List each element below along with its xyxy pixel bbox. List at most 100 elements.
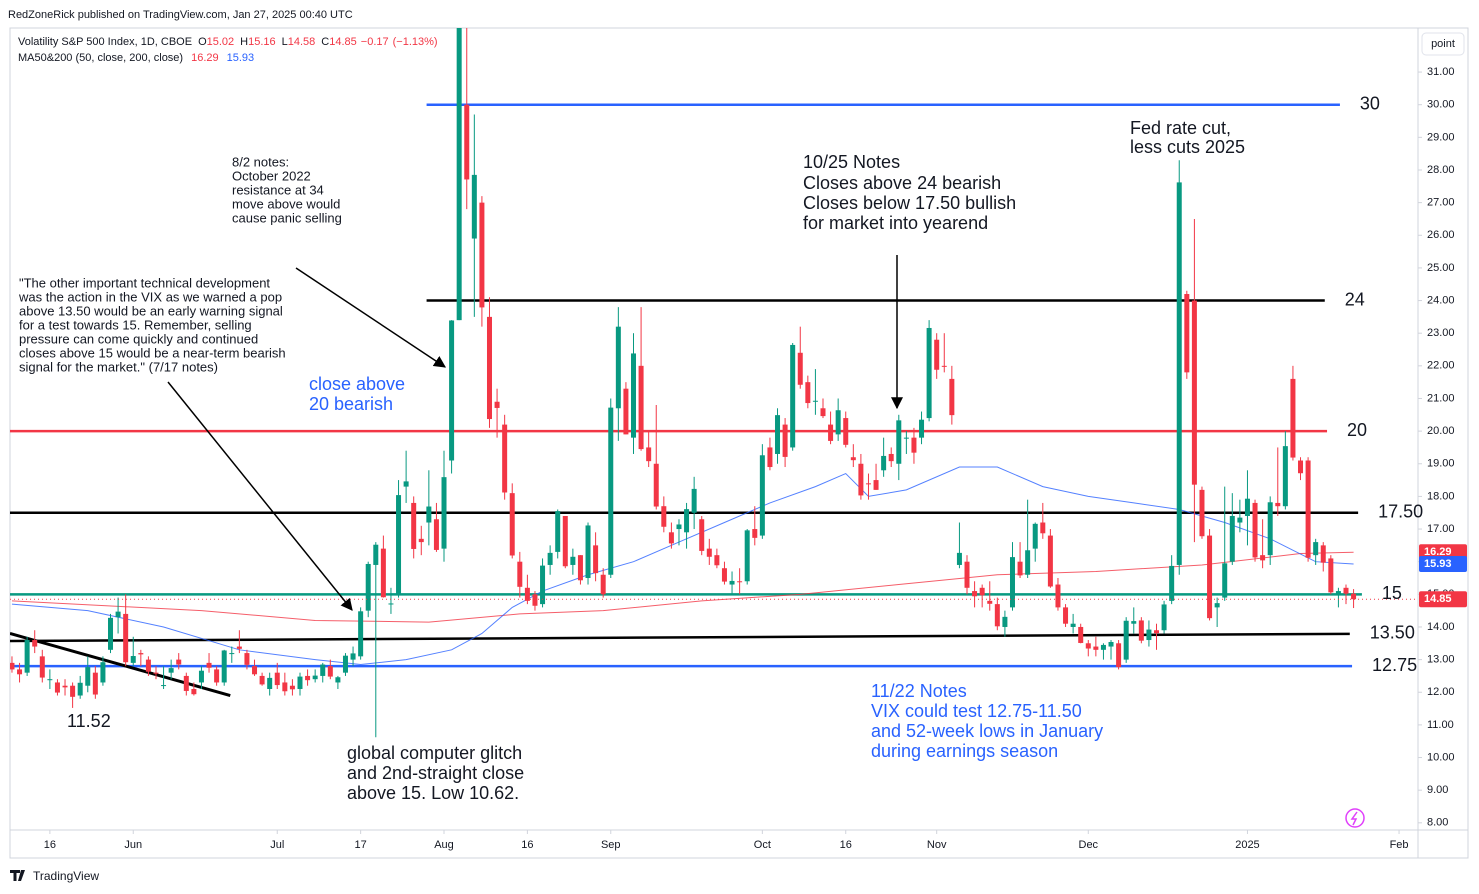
candle-body — [441, 477, 447, 549]
scale-button-label[interactable]: point — [1431, 38, 1455, 50]
candle-body — [805, 382, 811, 404]
annotation: for market into yearend — [803, 213, 988, 233]
plot-area — [10, 28, 1418, 738]
candle-body — [502, 424, 508, 493]
candle-body — [252, 666, 258, 675]
candle-body — [411, 502, 417, 549]
candle-body — [130, 656, 136, 663]
candle-body — [714, 555, 720, 566]
candle-body — [289, 685, 295, 690]
candle-body — [934, 339, 940, 370]
alert-icon[interactable] — [1345, 808, 1365, 828]
scale-button[interactable]: point — [1421, 32, 1465, 56]
candle-body — [668, 532, 674, 544]
candle-body — [1305, 460, 1311, 558]
candle-body — [631, 353, 637, 438]
legend-item: MA50&200 (50, close, 200, close) — [18, 52, 183, 64]
candle-body — [684, 509, 690, 533]
annotation: VIX could test 12.75-11.50 — [871, 701, 1082, 721]
annotation: closes above 15 would be a near-term bea… — [19, 345, 286, 360]
candle-body — [1123, 620, 1129, 660]
candle-body — [585, 525, 591, 579]
candle-body — [699, 519, 705, 551]
candle-body — [486, 316, 492, 420]
candle-body — [888, 453, 894, 462]
candle-body — [979, 587, 985, 596]
y-tick-label: 25.00 — [1427, 262, 1455, 274]
candle-body — [638, 365, 644, 450]
candle-body — [259, 675, 265, 685]
candle-body — [1222, 563, 1228, 598]
candle-body — [1237, 517, 1243, 523]
candle-body — [153, 672, 159, 674]
candle-body — [994, 604, 1000, 627]
candle-body — [479, 202, 485, 308]
candle-body — [1138, 620, 1144, 641]
candle-body — [47, 679, 53, 681]
candle-body — [1320, 545, 1326, 563]
candle-body — [1176, 182, 1182, 565]
candle-body — [926, 327, 932, 419]
y-tick-label: 10.00 — [1427, 751, 1455, 763]
candle-body — [1229, 515, 1235, 562]
candle-body — [540, 565, 546, 605]
y-tick-label: 17.00 — [1427, 523, 1455, 535]
candle-body — [274, 672, 280, 686]
scale-button-box[interactable] — [1421, 32, 1465, 56]
ma-legend: MA50&200 (50, close, 200, close) 16.29 15.… — [18, 52, 254, 64]
candle-body — [403, 481, 409, 487]
annotation: above 13.50 would be an early warning si… — [19, 303, 283, 318]
candle-body — [820, 408, 826, 417]
candle-body — [358, 611, 364, 657]
candle-body — [1199, 489, 1205, 537]
level-label: 13.50 — [1370, 623, 1415, 643]
legend-item: 15.93 — [227, 52, 255, 64]
candle-body — [39, 656, 45, 678]
alert-icon-bolt[interactable] — [1350, 811, 1358, 826]
candle-body — [342, 655, 348, 673]
candle-body — [1275, 502, 1281, 507]
candle-body — [646, 447, 652, 462]
annotation: and 52-week lows in January — [871, 721, 1103, 741]
candle-body — [1032, 523, 1038, 549]
candle-body — [729, 580, 735, 585]
y-tick-label: 11.00 — [1427, 719, 1454, 731]
candle-body — [873, 480, 879, 490]
candle-body — [471, 174, 477, 239]
candle-body — [1252, 502, 1258, 558]
candle-body — [380, 548, 386, 598]
x-tick-label: 17 — [355, 839, 367, 851]
candle-body — [661, 506, 667, 527]
candle-body — [1290, 378, 1296, 458]
candle-body — [161, 685, 167, 687]
x-tick-label: Aug — [434, 839, 454, 851]
candle-body — [396, 495, 402, 595]
annotation: signal for the market." (7/17 notes) — [19, 359, 218, 374]
candle-body — [54, 682, 60, 693]
candle-body — [176, 659, 182, 665]
candle-body — [653, 463, 659, 507]
candle-body — [305, 675, 311, 681]
footer-brand: TradingView — [33, 869, 99, 883]
candle-body — [115, 611, 121, 618]
y-tick-label: 29.00 — [1427, 131, 1455, 143]
level-label: 20 — [1347, 420, 1367, 440]
candle-body — [494, 401, 500, 408]
annotation: 10/25 Notes — [803, 152, 900, 172]
candle-body — [919, 419, 925, 438]
candle-body — [267, 677, 273, 689]
candle-body — [1328, 558, 1334, 593]
level-label: 24 — [1345, 289, 1365, 309]
candle-body — [1131, 621, 1137, 624]
candle-body — [335, 677, 341, 683]
annotation: 20 bearish — [309, 394, 393, 414]
price-badge-label: 16.29 — [1424, 546, 1452, 558]
annotation: less cuts 2025 — [1130, 137, 1245, 157]
candle-body — [517, 561, 523, 587]
y-tick-label: 8.00 — [1427, 817, 1448, 829]
y-tick-label: 12.00 — [1427, 686, 1455, 698]
candle-body — [752, 529, 758, 538]
alert-icon-ring[interactable] — [1345, 808, 1365, 828]
candle-body — [320, 664, 326, 676]
